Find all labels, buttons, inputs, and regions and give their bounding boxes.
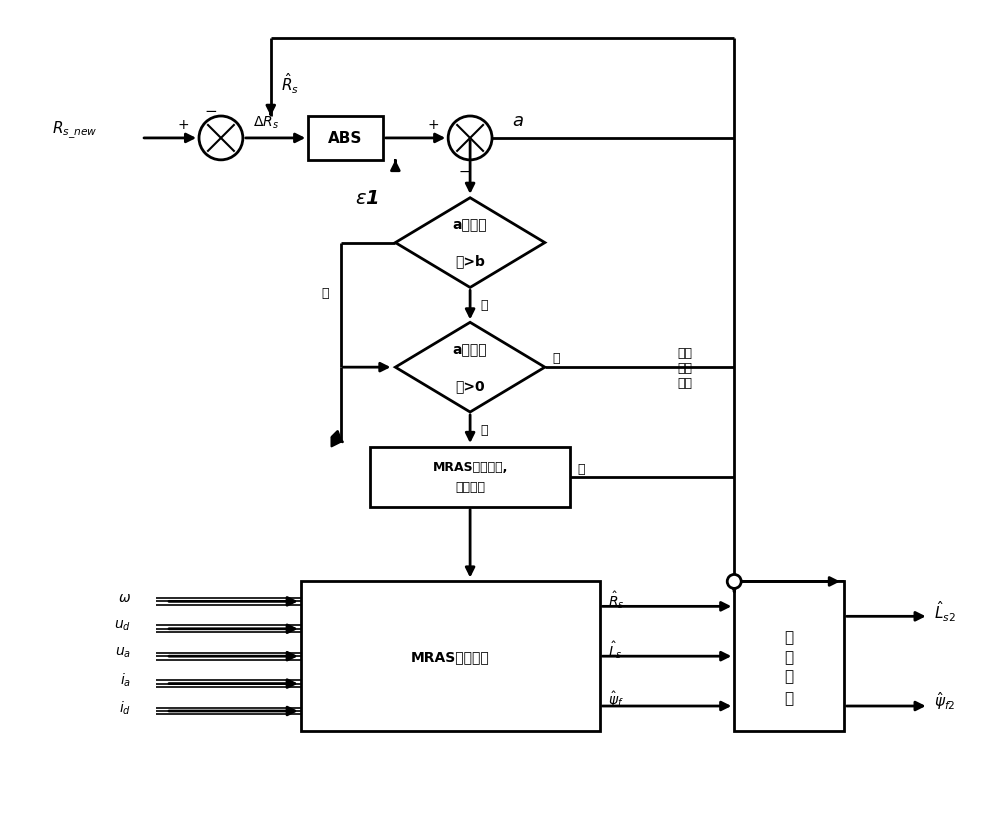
Text: 辨识
输出
使能: 辨识 输出 使能 (677, 347, 692, 390)
Text: $u_d$: $u_d$ (114, 618, 131, 632)
Text: $\hat{R}_s$: $\hat{R}_s$ (608, 589, 624, 610)
Text: 辨: 辨 (784, 629, 794, 644)
Bar (308, 117, 383, 161)
Text: 是: 是 (321, 287, 329, 299)
Text: 重新辨识: 重新辨识 (455, 480, 485, 494)
Polygon shape (395, 323, 545, 413)
Text: 输: 输 (784, 669, 794, 684)
Text: 否: 否 (480, 299, 488, 312)
Bar (370, 447, 570, 507)
Text: a的平均: a的平均 (453, 343, 487, 356)
Text: 出: 出 (784, 691, 794, 705)
Text: $\varepsilon$1: $\varepsilon$1 (355, 189, 379, 208)
Text: $\hat{L}_s$: $\hat{L}_s$ (608, 638, 622, 660)
Text: 识: 识 (784, 649, 794, 664)
Text: 否: 否 (553, 351, 560, 364)
Text: $\hat{\psi}_{f2}$: $\hat{\psi}_{f2}$ (934, 689, 955, 711)
Text: +: + (427, 117, 439, 131)
Circle shape (448, 117, 492, 160)
Text: $-$: $-$ (458, 164, 470, 178)
Text: $i_a$: $i_a$ (120, 671, 131, 688)
Text: 是: 是 (480, 423, 488, 437)
Bar (301, 581, 600, 731)
Circle shape (727, 575, 741, 589)
Text: 值>0: 值>0 (455, 379, 485, 393)
Text: +: + (177, 117, 189, 131)
Text: 否: 否 (578, 463, 585, 476)
Polygon shape (395, 198, 545, 288)
Text: $i_d$: $i_d$ (119, 699, 131, 716)
Text: $\Delta R_s$: $\Delta R_s$ (253, 115, 279, 131)
Text: ABS: ABS (328, 131, 363, 146)
Text: $\hat{\psi}_f$: $\hat{\psi}_f$ (608, 689, 624, 710)
Text: MRAS辨识部分: MRAS辨识部分 (411, 649, 490, 663)
Text: $R_{s\_new}$: $R_{s\_new}$ (52, 120, 97, 141)
Text: a震荡幅: a震荡幅 (453, 218, 487, 232)
Text: MRAS调整参数,: MRAS调整参数, (432, 461, 508, 474)
Circle shape (199, 117, 243, 160)
Text: $u_a$: $u_a$ (115, 645, 131, 660)
Text: $-$: $-$ (204, 102, 218, 117)
Text: $a$: $a$ (512, 112, 524, 130)
Text: $\hat{L}_{s2}$: $\hat{L}_{s2}$ (934, 598, 955, 623)
Text: $\hat{R}_s$: $\hat{R}_s$ (281, 72, 299, 96)
Text: $\omega$: $\omega$ (118, 590, 131, 605)
Bar (734, 581, 844, 731)
Text: 值>b: 值>b (455, 254, 485, 268)
